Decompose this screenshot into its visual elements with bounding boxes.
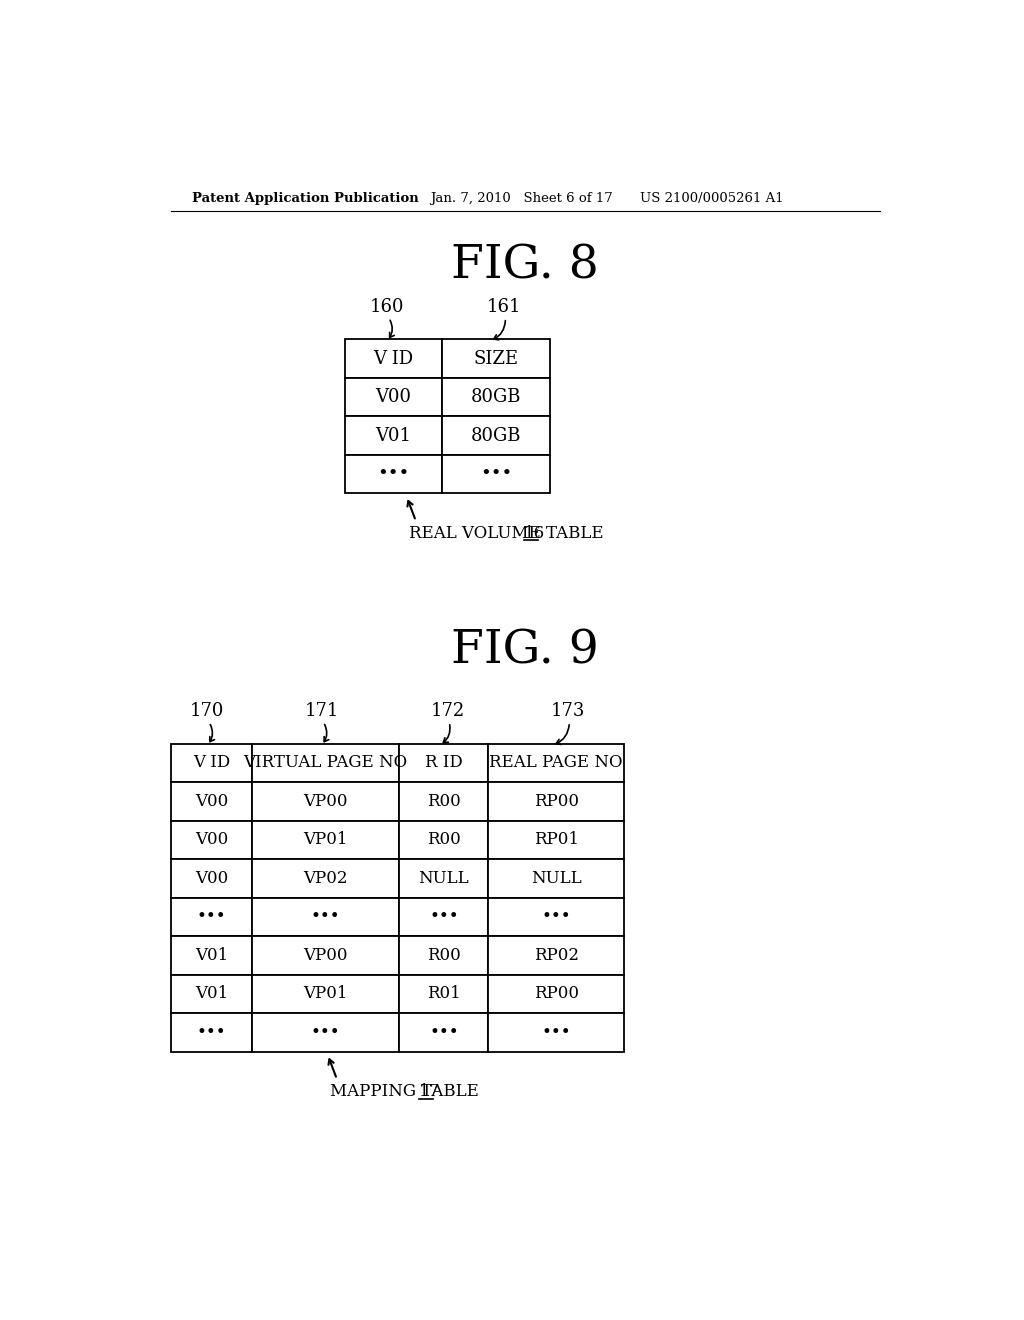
Text: •••: ••• [377, 465, 410, 483]
Text: 170: 170 [190, 702, 224, 721]
Bar [488, 781, 624, 821]
Bar [399, 859, 488, 898]
Text: •••: ••• [197, 908, 226, 925]
Bar [345, 455, 442, 494]
Bar [252, 743, 399, 781]
Text: 160: 160 [370, 298, 404, 315]
Bar [488, 1014, 624, 1052]
Bar [488, 859, 624, 898]
Text: VIRTUAL PAGE NO: VIRTUAL PAGE NO [244, 754, 408, 771]
Text: R01: R01 [427, 985, 461, 1002]
Text: 172: 172 [430, 702, 465, 721]
Text: FIG. 8: FIG. 8 [451, 244, 599, 289]
Text: •••: ••• [311, 1024, 340, 1041]
Text: VP00: VP00 [303, 946, 348, 964]
Bar [171, 859, 252, 898]
Bar [399, 821, 488, 859]
Text: VP01: VP01 [303, 832, 348, 849]
Text: V ID: V ID [193, 754, 230, 771]
Text: V01: V01 [195, 946, 228, 964]
Text: FIG. 9: FIG. 9 [451, 628, 599, 673]
Bar [488, 974, 624, 1014]
Bar [399, 898, 488, 936]
Text: •••: ••• [542, 908, 571, 925]
Text: VP02: VP02 [303, 870, 348, 887]
Bar [442, 455, 550, 494]
Text: V ID: V ID [374, 350, 414, 367]
Text: R ID: R ID [425, 754, 463, 771]
Bar [252, 1014, 399, 1052]
Text: 17: 17 [419, 1084, 440, 1100]
Text: US 2100/0005261 A1: US 2100/0005261 A1 [640, 191, 783, 205]
Text: V00: V00 [195, 793, 228, 810]
Bar [442, 378, 550, 416]
Bar [488, 821, 624, 859]
Bar [399, 743, 488, 781]
Bar [345, 378, 442, 416]
Text: R00: R00 [427, 946, 461, 964]
Text: V00: V00 [195, 870, 228, 887]
Bar [252, 859, 399, 898]
Text: 80GB: 80GB [471, 426, 521, 445]
Bar [488, 743, 624, 781]
Bar [252, 821, 399, 859]
Text: R00: R00 [427, 832, 461, 849]
Bar [399, 974, 488, 1014]
Text: RP02: RP02 [534, 946, 579, 964]
Text: REAL PAGE NO: REAL PAGE NO [489, 754, 623, 771]
Text: RP01: RP01 [534, 832, 579, 849]
Text: NULL: NULL [530, 870, 582, 887]
Text: VP01: VP01 [303, 985, 348, 1002]
Bar [399, 1014, 488, 1052]
Bar [171, 821, 252, 859]
Bar [252, 898, 399, 936]
Bar [345, 339, 442, 378]
Text: V01: V01 [376, 426, 412, 445]
Text: V00: V00 [376, 388, 412, 407]
Text: NULL: NULL [419, 870, 469, 887]
Text: •••: ••• [197, 1024, 226, 1041]
Text: Patent Application Publication: Patent Application Publication [191, 191, 418, 205]
Text: REAL VOLUME TABLE: REAL VOLUME TABLE [409, 525, 609, 543]
Text: R00: R00 [427, 793, 461, 810]
Bar [171, 974, 252, 1014]
Bar [171, 898, 252, 936]
Bar [252, 974, 399, 1014]
Bar [171, 1014, 252, 1052]
Text: •••: ••• [311, 908, 340, 925]
Bar [442, 416, 550, 455]
Text: 80GB: 80GB [471, 388, 521, 407]
Text: •••: ••• [480, 465, 512, 483]
Bar [171, 781, 252, 821]
Bar [252, 936, 399, 974]
Text: MAPPING TABLE: MAPPING TABLE [330, 1084, 484, 1100]
Bar [171, 743, 252, 781]
Text: V00: V00 [195, 832, 228, 849]
Text: 171: 171 [304, 702, 339, 721]
Bar [345, 416, 442, 455]
Text: SIZE: SIZE [473, 350, 519, 367]
Bar [488, 936, 624, 974]
Text: VP00: VP00 [303, 793, 348, 810]
Text: V01: V01 [195, 985, 228, 1002]
Text: 173: 173 [551, 702, 585, 721]
Text: RP00: RP00 [534, 793, 579, 810]
Bar [171, 936, 252, 974]
Text: RP00: RP00 [534, 985, 579, 1002]
Text: 16: 16 [523, 525, 545, 543]
Bar [488, 898, 624, 936]
Text: •••: ••• [429, 1024, 459, 1041]
Bar [252, 781, 399, 821]
Bar [399, 936, 488, 974]
Text: •••: ••• [429, 908, 459, 925]
Text: Jan. 7, 2010   Sheet 6 of 17: Jan. 7, 2010 Sheet 6 of 17 [430, 191, 613, 205]
Text: 161: 161 [486, 298, 521, 315]
Bar [442, 339, 550, 378]
Text: •••: ••• [542, 1024, 571, 1041]
Bar [399, 781, 488, 821]
